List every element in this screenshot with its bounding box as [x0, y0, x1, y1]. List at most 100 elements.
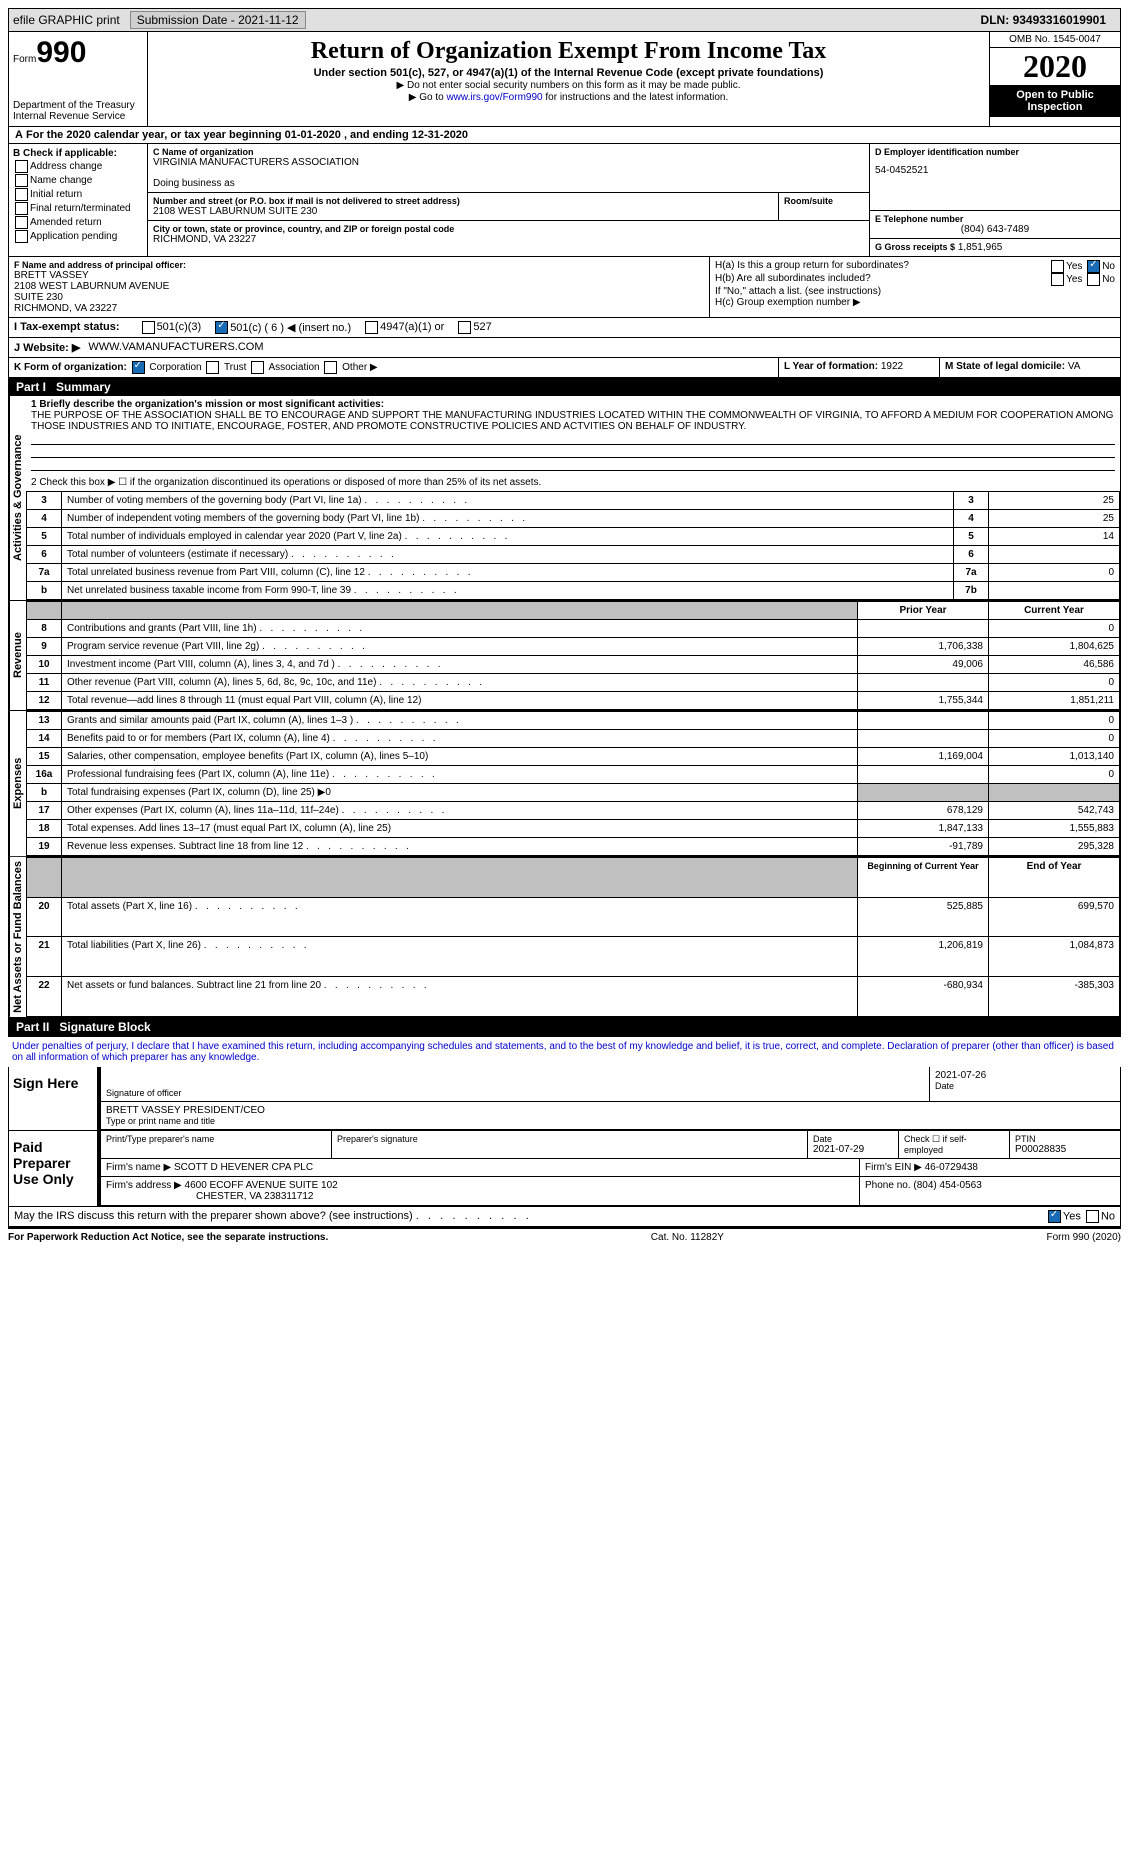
irs-link[interactable]: www.irs.gov/Form990	[446, 92, 542, 103]
state-domicile: VA	[1068, 361, 1081, 372]
part1-header: Part ISummary	[8, 378, 1121, 396]
row-8: 8Contributions and grants (Part VIII, li…	[27, 620, 1120, 638]
box-i: I Tax-exempt status: 501(c)(3) 501(c) ( …	[8, 318, 1121, 338]
officer-name-sig: BRETT VASSEY PRESIDENT/CEO	[106, 1105, 1115, 1116]
phone-label: E Telephone number	[875, 214, 1115, 224]
footer-cat: Cat. No. 11282Y	[651, 1232, 724, 1243]
row-15: 15Salaries, other compensation, employee…	[27, 748, 1120, 766]
firm-city: CHESTER, VA 238311712	[196, 1191, 854, 1202]
row-16a: 16aProfessional fundraising fees (Part I…	[27, 766, 1120, 784]
row-3: 3Number of voting members of the governi…	[27, 492, 1120, 510]
note-instructions: ▶ Go to www.irs.gov/Form990 for instruct…	[152, 92, 985, 103]
submission-date: Submission Date - 2021-11-12	[130, 11, 306, 29]
fh-block: F Name and address of principal officer:…	[8, 257, 1121, 318]
top-bar: efile GRAPHIC print Submission Date - 20…	[8, 8, 1121, 32]
sig-officer-label: Signature of officer	[106, 1088, 924, 1098]
street: 2108 WEST LABURNUM SUITE 230	[153, 206, 773, 217]
netassets-tab: Net Assets or Fund Balances	[9, 857, 26, 1017]
row-12: 12Total revenue—add lines 8 through 11 (…	[27, 692, 1120, 710]
phone: (804) 643-7489	[875, 224, 1115, 235]
discuss-row: May the IRS discuss this return with the…	[8, 1207, 1121, 1227]
website: WWW.VAMANUFACTURERS.COM	[88, 341, 263, 354]
revenue-table: Prior YearCurrent Year 8Contributions an…	[26, 601, 1120, 710]
chk-final[interactable]: Final return/terminated	[13, 202, 143, 215]
city: RICHMOND, VA 23227	[153, 234, 864, 245]
form-number: 990	[36, 36, 86, 69]
box-ha: H(a) Is this a group return for subordin…	[715, 260, 1115, 273]
box-deg: D Employer identification number 54-0452…	[869, 144, 1120, 256]
declaration: Under penalties of perjury, I declare th…	[8, 1036, 1121, 1067]
row-6: 6Total number of volunteers (estimate if…	[27, 546, 1120, 564]
footer-left: For Paperwork Reduction Act Notice, see …	[8, 1232, 328, 1243]
officer-label: F Name and address of principal officer:	[14, 260, 704, 270]
year-formation: 1922	[881, 361, 903, 372]
row-7b: bNet unrelated business taxable income f…	[27, 582, 1120, 600]
row-20: 20Total assets (Part X, line 16)525,8856…	[27, 897, 1120, 937]
form-label: Form	[13, 54, 36, 65]
self-employed-check[interactable]: Check ☐ if self-employed	[904, 1134, 1004, 1155]
dba-label: Doing business as	[153, 178, 864, 189]
org-name: VIRGINIA MANUFACTURERS ASSOCIATION	[153, 157, 864, 168]
street-label: Number and street (or P.O. box if mail i…	[153, 196, 773, 206]
row-14: 14Benefits paid to or for members (Part …	[27, 730, 1120, 748]
row-10: 10Investment income (Part VIII, column (…	[27, 656, 1120, 674]
chk-name[interactable]: Name change	[13, 174, 143, 187]
gross-label: G Gross receipts $	[875, 242, 955, 252]
ptin: P00028835	[1015, 1144, 1115, 1155]
firm-name: SCOTT D HEVENER CPA PLC	[174, 1162, 313, 1173]
expenses-table: 13Grants and similar amounts paid (Part …	[26, 711, 1120, 856]
gross-receipts: 1,851,965	[958, 242, 1003, 253]
chk-amended[interactable]: Amended return	[13, 216, 143, 229]
part2-header: Part IISignature Block	[8, 1018, 1121, 1036]
box-j: J Website: ▶ WWW.VAMANUFACTURERS.COM	[8, 338, 1121, 358]
activities-section: Activities & Governance 1 Briefly descri…	[8, 396, 1121, 601]
netassets-table: Beginning of Current YearEnd of Year 20T…	[26, 857, 1120, 1017]
chk-initial[interactable]: Initial return	[13, 188, 143, 201]
page-footer: For Paperwork Reduction Act Notice, see …	[8, 1227, 1121, 1246]
org-name-label: C Name of organization	[153, 147, 864, 157]
expenses-tab: Expenses	[9, 711, 26, 856]
open-public: Open to Public Inspection	[990, 85, 1120, 117]
officer-name: BRETT VASSEY	[14, 270, 704, 281]
chk-app-pending[interactable]: Application pending	[13, 230, 143, 243]
box-hb: H(b) Are all subordinates included? Yes …	[715, 273, 1115, 286]
city-label: City or town, state or province, country…	[153, 224, 864, 234]
expenses-section: Expenses 13Grants and similar amounts pa…	[8, 711, 1121, 857]
dln: DLN: 93493316019901	[981, 13, 1106, 27]
info-block: B Check if applicable: Address change Na…	[8, 144, 1121, 257]
row-22: 22Net assets or fund balances. Subtract …	[27, 977, 1120, 1017]
row-18: 18Total expenses. Add lines 13–17 (must …	[27, 820, 1120, 838]
sign-here-label: Sign Here	[9, 1067, 97, 1130]
paid-preparer-label: Paid Preparer Use Only	[9, 1131, 97, 1206]
row-21: 21Total liabilities (Part X, line 26)1,2…	[27, 937, 1120, 977]
summary-table-top: 3Number of voting members of the governi…	[26, 491, 1120, 600]
chk-address[interactable]: Address change	[13, 160, 143, 173]
room-label: Room/suite	[784, 196, 864, 206]
row-7a: 7aTotal unrelated business revenue from …	[27, 564, 1120, 582]
box-hb-note: If "No," attach a list. (see instruction…	[715, 286, 1115, 297]
paid-preparer-block: Paid Preparer Use Only Print/Type prepar…	[8, 1131, 1121, 1207]
note-ssn: ▶ Do not enter social security numbers o…	[152, 80, 985, 91]
efile-label: efile GRAPHIC print	[13, 13, 120, 27]
officer-addr1: 2108 WEST LABURNUM AVENUE	[14, 281, 704, 292]
sign-here-block: Sign Here Signature of officer 2021-07-2…	[8, 1067, 1121, 1131]
firm-phone: (804) 454-0563	[913, 1180, 981, 1191]
row-5: 5Total number of individuals employed in…	[27, 528, 1120, 546]
sig-date: 2021-07-26	[935, 1070, 1115, 1081]
line-a-taxyear: A For the 2020 calendar year, or tax yea…	[8, 127, 1121, 144]
row-17: 17Other expenses (Part IX, column (A), l…	[27, 802, 1120, 820]
footer-form: Form 990 (2020)	[1047, 1232, 1121, 1243]
mission-text: THE PURPOSE OF THE ASSOCIATION SHALL BE …	[31, 410, 1115, 432]
form-title: Return of Organization Exempt From Incom…	[152, 38, 985, 65]
revenue-tab: Revenue	[9, 601, 26, 710]
ein-label: D Employer identification number	[875, 147, 1115, 157]
row-16b: bTotal fundraising expenses (Part IX, co…	[27, 784, 1120, 802]
box-b: B Check if applicable: Address change Na…	[9, 144, 148, 256]
mission-label: 1 Briefly describe the organization's mi…	[31, 399, 1115, 410]
row-4: 4Number of independent voting members of…	[27, 510, 1120, 528]
officer-addr2: SUITE 230	[14, 292, 704, 303]
revenue-section: Revenue Prior YearCurrent Year 8Contribu…	[8, 601, 1121, 711]
row-19: 19Revenue less expenses. Subtract line 1…	[27, 838, 1120, 856]
row-11: 11Other revenue (Part VIII, column (A), …	[27, 674, 1120, 692]
box-c: C Name of organization VIRGINIA MANUFACT…	[148, 144, 869, 256]
